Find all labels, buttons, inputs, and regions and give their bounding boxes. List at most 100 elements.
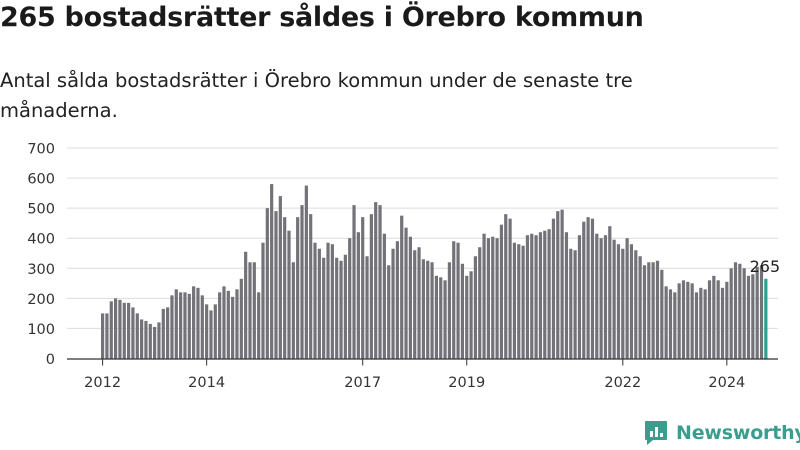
bar [179, 292, 183, 359]
bar [538, 232, 543, 359]
y-tick-label: 400 [27, 232, 55, 248]
bar [473, 256, 478, 359]
bar [309, 214, 313, 359]
bar [404, 227, 408, 359]
bar [608, 226, 612, 359]
bar [521, 245, 525, 359]
x-tick-label: 2014 [188, 375, 225, 391]
newsworthy-logo-icon [645, 421, 667, 445]
bar [300, 205, 304, 359]
bar [183, 292, 187, 359]
bar [200, 295, 204, 359]
bar [729, 268, 733, 359]
bar [564, 232, 569, 359]
bar [452, 241, 456, 359]
brand-name: Newsworthy [676, 422, 800, 444]
bar [625, 238, 629, 359]
bar [699, 287, 703, 359]
bar [356, 232, 360, 359]
bar [378, 205, 382, 359]
y-tick-label: 600 [27, 172, 55, 188]
bar [343, 254, 347, 359]
bar [421, 259, 425, 359]
bar [725, 281, 729, 359]
bar [231, 296, 235, 359]
bar [547, 229, 551, 359]
bar [287, 230, 291, 359]
bar [664, 286, 668, 359]
bar [374, 202, 378, 359]
bar [296, 217, 300, 359]
bar [599, 238, 603, 359]
bar [218, 292, 222, 359]
bar [252, 262, 256, 359]
bar [339, 260, 343, 359]
bar [686, 281, 690, 359]
bar [131, 307, 135, 359]
bar [681, 280, 686, 359]
bar [408, 236, 412, 359]
bar [491, 236, 495, 359]
bar [673, 292, 677, 359]
chart-title: 265 bostadsrätter såldes i Örebro kommun [0, 2, 644, 33]
x-tick-label: 2024 [708, 375, 745, 391]
bar [759, 265, 764, 359]
bar [105, 313, 109, 359]
bar [400, 215, 404, 359]
bar [694, 292, 699, 359]
brand-logo: Newsworthy [644, 420, 800, 446]
bar [426, 260, 430, 359]
bar [530, 233, 534, 359]
bar [239, 278, 243, 359]
bar [486, 238, 491, 359]
y-tick-label: 100 [27, 322, 55, 338]
bar [205, 304, 209, 359]
bar-highlight [764, 278, 768, 359]
bar [170, 295, 174, 359]
bar [720, 287, 725, 359]
bar [109, 301, 113, 359]
bar [573, 250, 577, 359]
bar [677, 283, 681, 359]
bar [127, 302, 131, 359]
bar [235, 289, 239, 359]
bar [161, 308, 165, 359]
bar [456, 242, 460, 359]
bar [278, 196, 282, 359]
bar [621, 248, 625, 359]
bar [248, 262, 252, 359]
bar [447, 262, 451, 359]
bar [495, 238, 499, 359]
bar [122, 302, 126, 359]
bar [660, 269, 664, 359]
bar [525, 235, 530, 359]
bar [517, 244, 521, 359]
bar [326, 242, 330, 359]
bar [192, 286, 196, 359]
bar [560, 209, 564, 359]
bar [465, 275, 469, 359]
bar [222, 286, 226, 359]
bar [166, 307, 170, 359]
bar [213, 304, 217, 359]
bar [361, 217, 365, 359]
bar [304, 185, 308, 359]
bar [712, 275, 716, 359]
bar [257, 292, 261, 359]
bar [135, 313, 139, 359]
x-tick-label: 2017 [344, 375, 381, 391]
bar [629, 244, 634, 359]
bar [733, 262, 738, 359]
bar [508, 218, 512, 359]
bar [638, 256, 642, 359]
chart-subtitle: Antal sålda bostadsrätter i Örebro kommu… [0, 69, 633, 122]
bar [755, 266, 759, 359]
bar [499, 224, 504, 359]
bar [348, 238, 352, 359]
bar [634, 250, 638, 359]
bar [612, 239, 616, 359]
bar [114, 298, 118, 359]
bar [551, 218, 556, 359]
bar [543, 230, 547, 359]
bar [478, 247, 482, 359]
